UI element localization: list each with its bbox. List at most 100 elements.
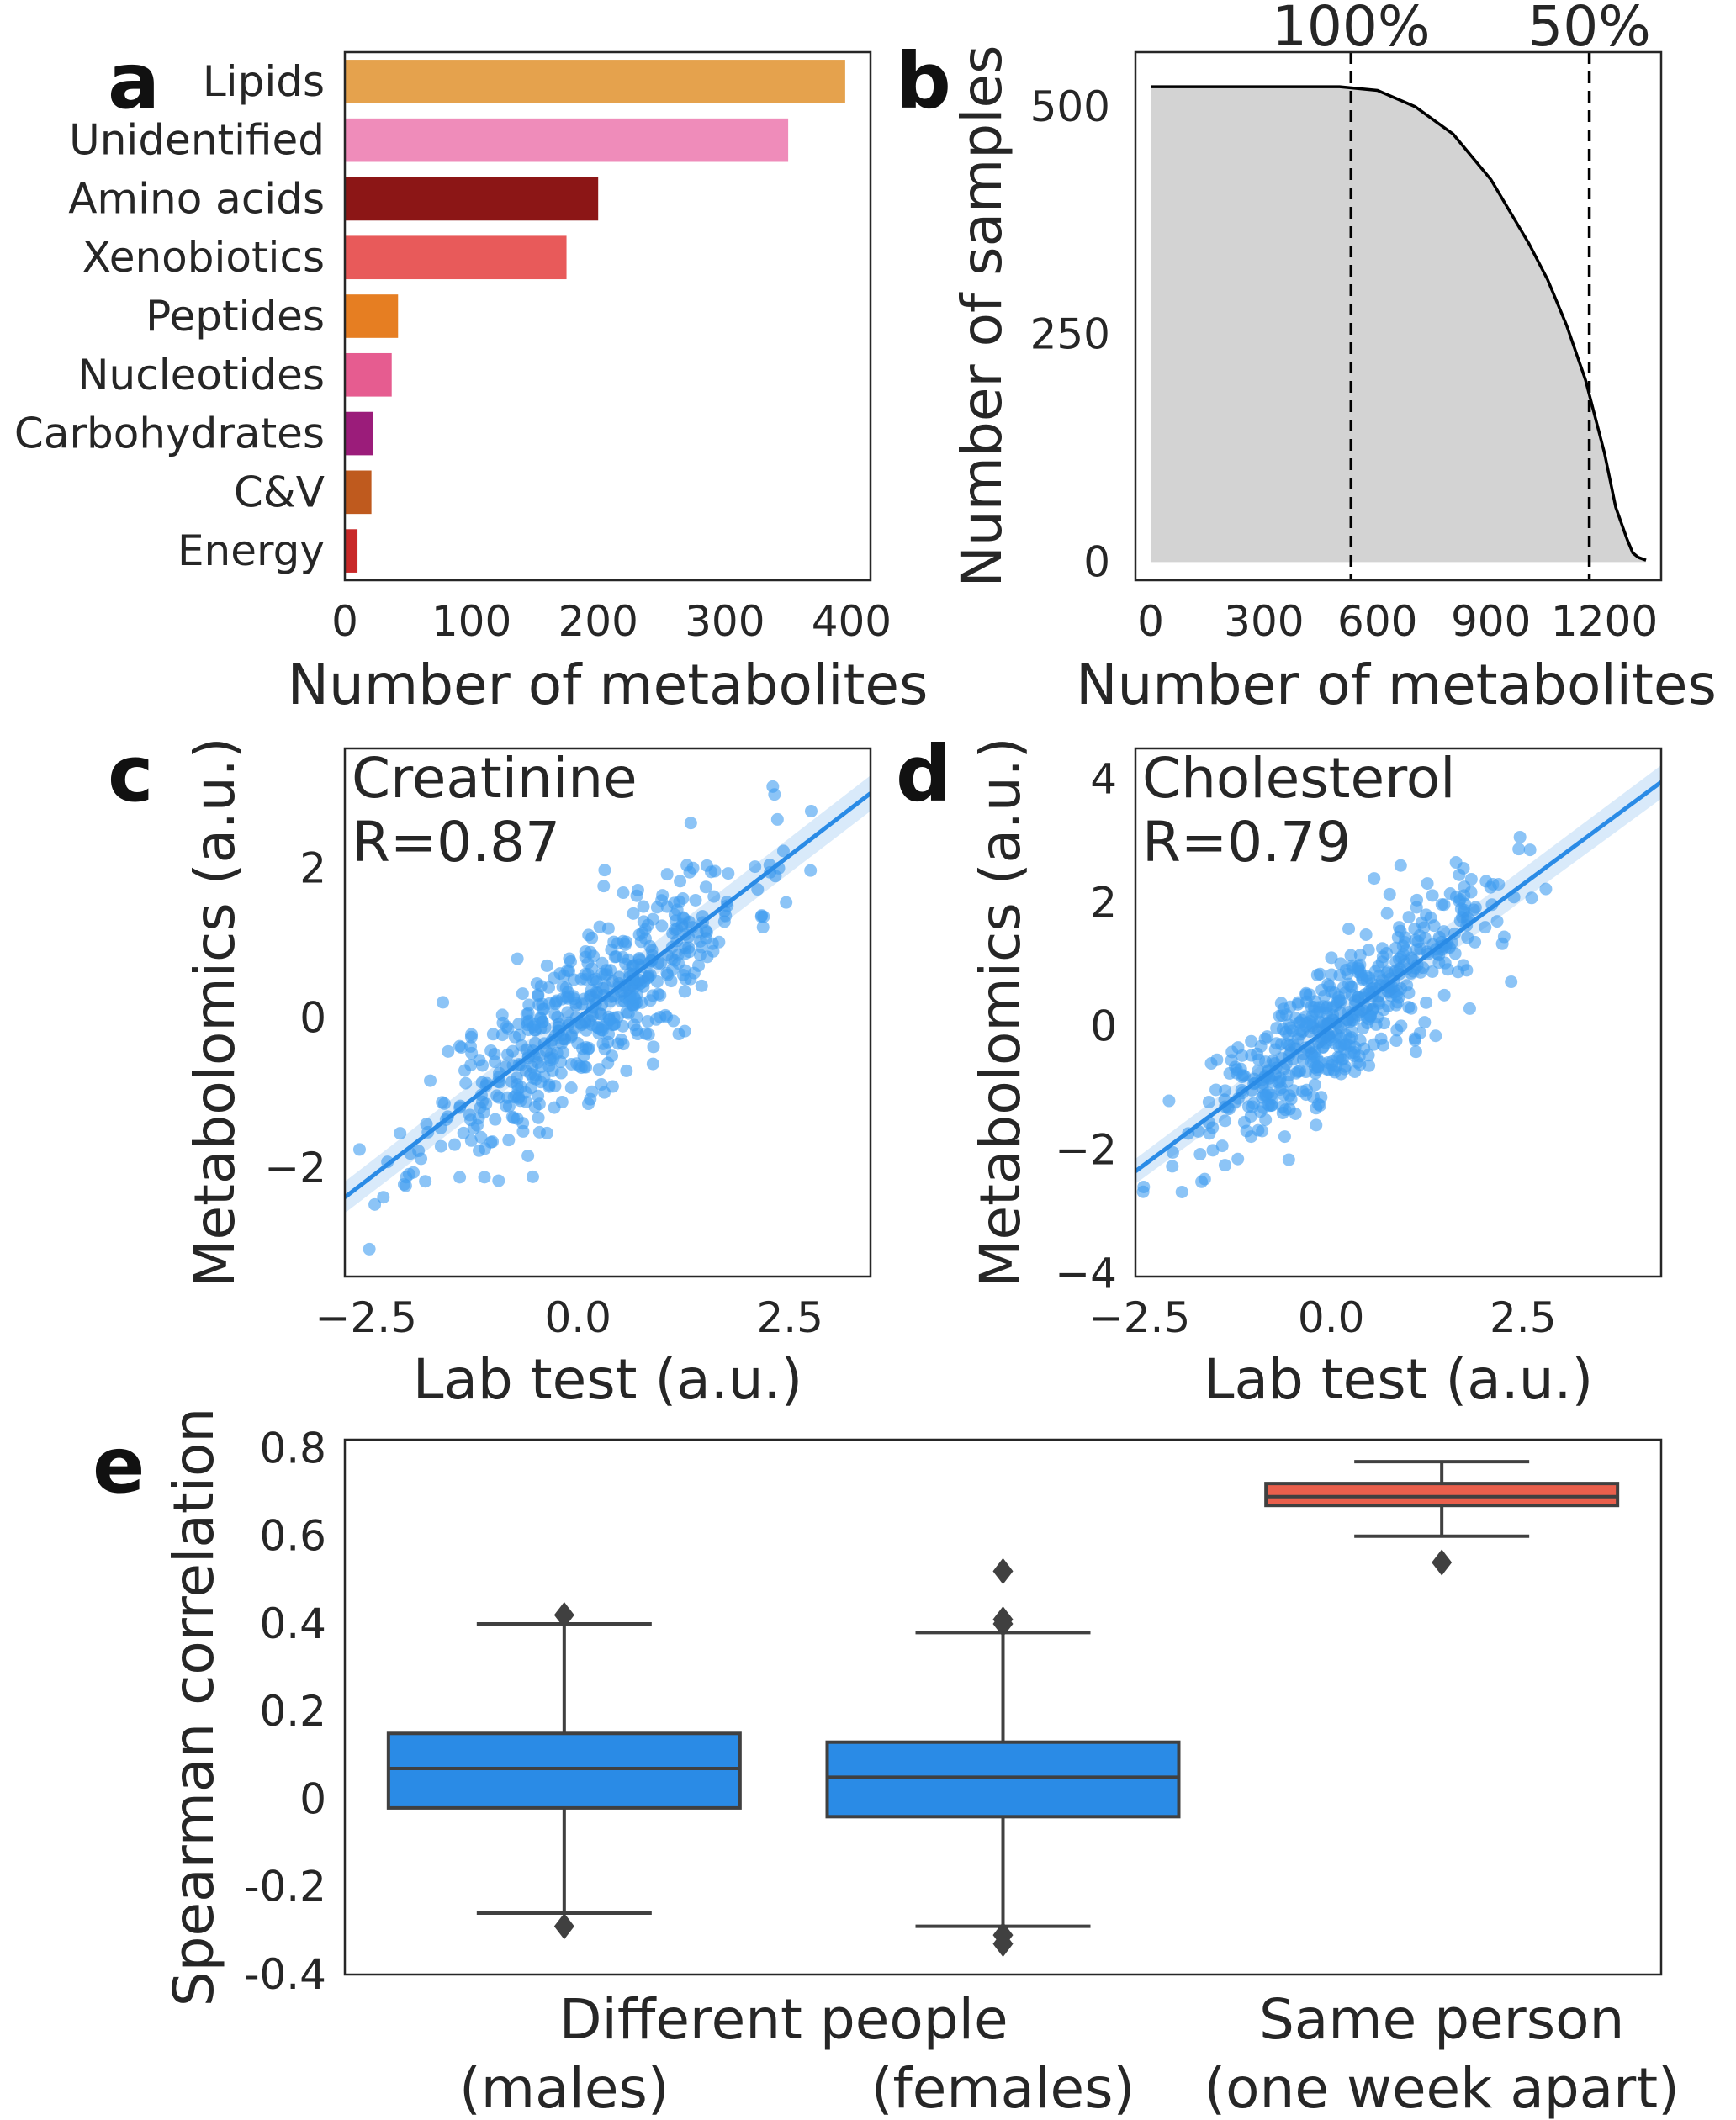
scatter-point xyxy=(1231,1152,1245,1166)
group-header: Same person xyxy=(1259,1987,1624,2052)
scatter-point xyxy=(502,1134,516,1147)
category-label: Lipids xyxy=(203,57,325,106)
scatter-point xyxy=(575,997,589,1011)
scatter-point xyxy=(707,890,721,903)
scatter-point xyxy=(561,1006,574,1019)
scatter-point xyxy=(626,960,639,973)
scatter-point xyxy=(512,1092,526,1105)
scatter-point xyxy=(650,975,664,988)
bar xyxy=(345,118,789,162)
x-tick-label: 0 xyxy=(1137,597,1164,646)
scatter-point xyxy=(1369,1018,1383,1031)
scatter-point xyxy=(712,935,726,949)
x-tick-label: 300 xyxy=(685,597,765,646)
scatter-point xyxy=(1198,1172,1211,1186)
scatter-point xyxy=(526,1170,539,1183)
scatter-point xyxy=(521,1149,535,1162)
scatter-point xyxy=(1463,1002,1476,1015)
scatter-point xyxy=(511,952,524,965)
x-tick-label: −2.5 xyxy=(1088,1293,1190,1342)
scatter-point xyxy=(616,950,629,964)
scatter-point xyxy=(453,1171,467,1184)
scatter-point xyxy=(1256,1091,1269,1104)
scatter-point xyxy=(1282,1153,1295,1166)
scatter-point xyxy=(1218,1159,1231,1172)
scatter-point xyxy=(1215,1139,1229,1153)
scatter-point xyxy=(646,1057,659,1071)
plot-frame xyxy=(1134,747,1663,1278)
scatter-point xyxy=(598,864,611,877)
scatter-point xyxy=(776,844,790,858)
scatter-point xyxy=(1219,1114,1232,1128)
bar xyxy=(345,60,845,103)
scatter-point xyxy=(407,1166,421,1179)
bar xyxy=(345,529,358,573)
scatter-point xyxy=(722,867,735,880)
scatter-point xyxy=(546,1064,559,1077)
scatter-point xyxy=(585,931,599,944)
box xyxy=(386,1731,742,1810)
y-tick-label: 0.8 xyxy=(259,1424,326,1472)
x-tick-label: 2.5 xyxy=(756,1293,823,1342)
scatter-point xyxy=(467,1122,480,1135)
scatter-point xyxy=(1398,936,1411,949)
scatter-point xyxy=(527,1020,540,1034)
scatter-point xyxy=(1291,997,1305,1011)
scatter-point xyxy=(542,1080,556,1093)
scatter-point xyxy=(1394,859,1407,872)
scatter-point xyxy=(1246,1100,1259,1113)
scatter-point xyxy=(1265,1075,1278,1088)
outlier-marker xyxy=(992,1557,1014,1584)
scatter-point xyxy=(587,949,601,963)
scatter-point xyxy=(592,1063,606,1076)
scatter-point xyxy=(522,998,536,1012)
scatter-point xyxy=(1380,907,1394,920)
scatter-point xyxy=(540,959,553,972)
scatter-point xyxy=(699,880,712,894)
scatter-point xyxy=(459,1076,473,1090)
scatter-point xyxy=(631,883,644,896)
scatter-point xyxy=(397,1177,410,1191)
scatter-point xyxy=(780,896,793,909)
category-label: Amino acids xyxy=(68,174,325,223)
scatter-point xyxy=(511,1078,524,1092)
scatter-point xyxy=(515,1039,528,1052)
scatter-point xyxy=(1229,1060,1242,1074)
scatter-point xyxy=(1380,966,1394,980)
scatter-point xyxy=(464,1030,478,1044)
scatter-point xyxy=(1329,1060,1342,1073)
scatter-point xyxy=(665,952,679,965)
scatter-point xyxy=(1236,1049,1249,1062)
scatter-point xyxy=(1347,1049,1361,1062)
scatter-point xyxy=(1194,1148,1207,1161)
scatter-point xyxy=(598,1086,611,1099)
scatter-point xyxy=(1497,930,1511,944)
scatter-point xyxy=(630,1011,643,1024)
y-tick-label: -0.2 xyxy=(244,1863,326,1911)
scatter-point xyxy=(1348,1065,1362,1078)
x-tick-label: 1200 xyxy=(1551,597,1658,646)
scatter-point xyxy=(675,917,689,931)
y-tick-label: −2 xyxy=(1055,1125,1117,1174)
scatter-point xyxy=(586,973,600,986)
scatter-point xyxy=(542,997,556,1010)
scatter-point xyxy=(1432,949,1446,962)
outlier-marker xyxy=(553,1913,574,1940)
scatter-point xyxy=(749,860,762,874)
scatter-point xyxy=(1461,931,1474,944)
scatter-point xyxy=(1360,974,1373,987)
scatter-point xyxy=(1437,988,1451,1002)
box-label: (females) xyxy=(871,2056,1135,2120)
scatter-point xyxy=(352,1143,366,1156)
y-tick-label: 0 xyxy=(1090,1002,1117,1051)
scatter-point xyxy=(550,1046,564,1060)
scatter-point xyxy=(1381,1000,1395,1013)
scatter-point xyxy=(474,1101,487,1114)
scatter-point xyxy=(453,1039,466,1053)
scatter-point xyxy=(534,1060,548,1074)
scatter-point xyxy=(756,921,770,934)
scatter-point xyxy=(1342,922,1356,935)
scatter-point xyxy=(694,934,707,948)
